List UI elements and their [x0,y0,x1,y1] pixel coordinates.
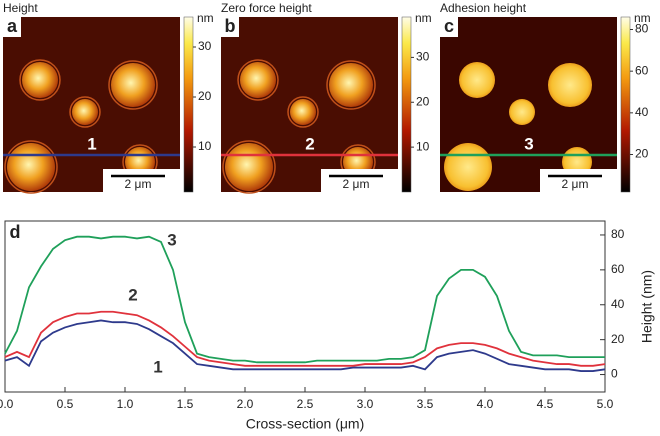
x-tick-label: 0.5 [57,397,74,411]
colorbar [401,16,412,193]
colorbar-tick-label: 20 [416,94,430,108]
particle-ring [108,60,158,110]
particle [72,99,98,125]
y-tick-label: 80 [611,227,625,241]
x-tick-label: 3.5 [417,397,434,411]
scale-label: 2 μm [562,177,589,191]
panel-letter-box [221,17,239,37]
y-tick-label: 0 [611,367,618,381]
colorbar-tick-label: 80 [635,22,649,36]
series-label: 2 [128,285,137,304]
series-label: 1 [153,357,162,376]
x-tick-label: 1.5 [177,397,194,411]
particle [240,62,276,98]
line-label: 2 [305,134,314,153]
particle [22,62,58,98]
x-tick-label: 5.0 [597,397,614,411]
series-line [4,319,606,372]
y-tick-label: 60 [611,262,625,276]
particle-ring [287,96,319,128]
y-axis-label: Height (nm) [639,270,655,343]
colorbar-tick-label: 10 [416,139,430,153]
y-tick-label: 40 [611,297,625,311]
particle [548,63,592,107]
colorbar-tick-label: 30 [416,50,430,64]
particle-ring [19,59,61,101]
particle [459,62,495,98]
panel-letter: b [225,16,236,36]
x-tick-label: 1.0 [117,397,134,411]
x-tick-label: 0.0 [0,397,14,411]
x-tick-label: 4.0 [477,397,494,411]
particle [509,99,535,125]
colorbar-tick-label: 40 [635,105,649,119]
x-tick-label: 2.5 [297,397,314,411]
panel-letter: c [444,16,454,36]
scale-label: 2 μm [125,177,152,191]
series-line [4,310,606,367]
panel-title: Zero force height [221,1,312,15]
particle-ring [69,96,101,128]
colorbar-unit: nm [415,11,432,25]
panel-letter-box [3,17,21,37]
particle [111,63,155,107]
colorbar [183,16,194,193]
colorbar [620,16,631,193]
panel-title: Height [3,1,38,15]
series-label: 3 [167,230,176,249]
colorbar-unit: nm [634,11,651,25]
particle-ring [222,140,276,194]
line-label: 3 [524,134,533,153]
colorbar-tick-label: 10 [198,139,212,153]
colorbar-tick-label: 20 [635,147,649,161]
particle [225,143,273,191]
colorbar-unit: nm [197,11,214,25]
particle [7,143,55,191]
line-label: 1 [87,134,96,153]
colorbar-tick-label: 30 [198,39,212,53]
panel-letter-box [440,17,458,37]
colorbar-tick-label: 60 [635,63,649,77]
x-axis-label: Cross-section (μm) [246,416,365,432]
x-tick-label: 3.0 [357,397,374,411]
particle-ring [326,60,376,110]
x-tick-label: 4.5 [537,397,554,411]
particle-ring [4,140,58,194]
series-line [4,235,605,364]
colorbar-tick-label: 20 [198,89,212,103]
y-tick-label: 20 [611,332,625,346]
scale-label: 2 μm [343,177,370,191]
particle [444,143,492,191]
panel-letter: a [7,16,18,36]
panel-title: Adhesion height [440,1,527,15]
panel-letter: d [10,222,21,242]
particle [329,63,373,107]
particle [290,99,316,125]
particle-ring [237,59,279,101]
x-tick-label: 2.0 [237,397,254,411]
